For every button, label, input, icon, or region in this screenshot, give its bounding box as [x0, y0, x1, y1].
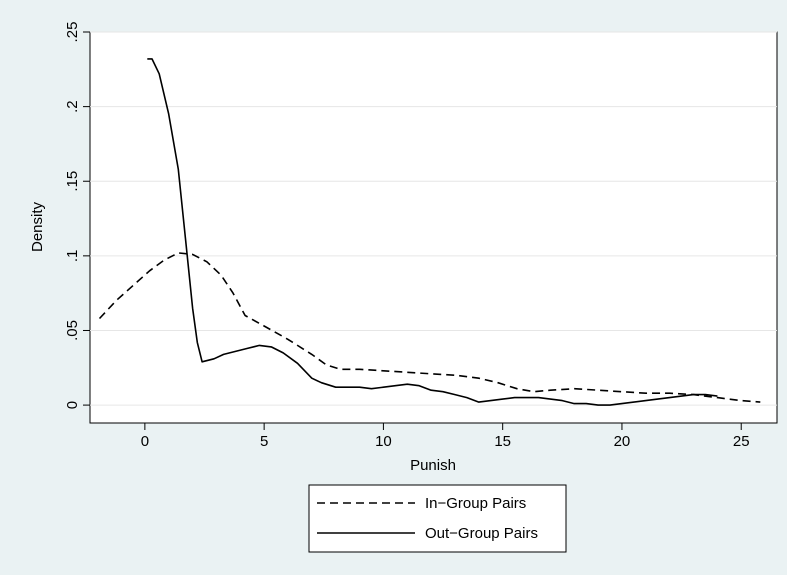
y-tick-label: .05 [64, 320, 81, 341]
x-tick-label: 10 [375, 433, 392, 450]
x-tick-label: 20 [614, 433, 631, 450]
y-tick-label: .15 [64, 171, 81, 192]
series-line-out-group [147, 58, 718, 406]
legend-label-in-group: In−Group Pairs [425, 495, 526, 512]
series-line-in-group [98, 252, 761, 403]
x-tick-label: 0 [141, 433, 149, 450]
series-layer [98, 58, 761, 406]
grid-lines [90, 31, 777, 406]
x-axis-title: Punish [410, 457, 456, 474]
y-axis-title: Density [29, 201, 46, 252]
legend: In−Group Pairs Out−Group Pairs [308, 484, 567, 553]
axes: 0 .05 .1 .15 .2 .25 0 5 10 15 20 25 [64, 22, 750, 450]
y-tick-label: .25 [64, 22, 81, 43]
x-tick-label: 15 [494, 433, 511, 450]
legend-label-out-group: Out−Group Pairs [425, 525, 538, 542]
y-tick-label: 0 [64, 401, 81, 409]
legend-box [308, 484, 567, 553]
y-tick-label: .2 [64, 100, 81, 113]
y-tick-label: .1 [64, 250, 81, 263]
x-tick-label: 25 [733, 433, 750, 450]
x-tick-label: 5 [260, 433, 268, 450]
plot-area [89, 31, 778, 424]
